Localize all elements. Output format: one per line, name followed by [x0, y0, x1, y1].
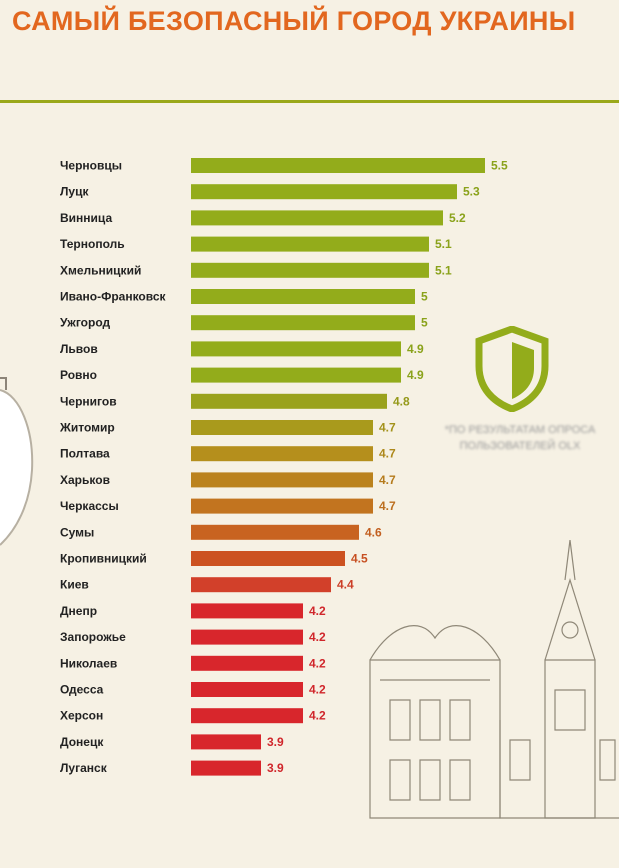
category-label: Чернигов: [60, 394, 117, 408]
value-label: 4.2: [309, 683, 326, 697]
value-label: 4.7: [379, 473, 396, 487]
category-label: Киев: [60, 578, 89, 592]
bar: [191, 262, 429, 278]
category-label: Херсон: [60, 709, 103, 723]
bar: [191, 420, 373, 435]
category-label: Житомир: [59, 421, 115, 435]
bar: [191, 498, 373, 514]
category-label: Днепр: [60, 604, 97, 618]
bar: [191, 655, 303, 671]
category-label: Сумы: [60, 525, 94, 539]
category-label: Донецк: [60, 735, 104, 749]
bar: [191, 184, 457, 200]
value-label: 3.9: [267, 735, 284, 749]
category-label: Тернополь: [60, 237, 125, 251]
value-label: 3.9: [267, 761, 284, 775]
category-label: Ужгород: [60, 316, 110, 330]
value-label: 5: [421, 290, 428, 304]
category-label: Львов: [60, 342, 98, 356]
bar: [191, 367, 401, 383]
category-label: Черкассы: [60, 499, 119, 513]
shield-icon: [475, 326, 549, 412]
value-label: 5.2: [449, 211, 466, 225]
value-label: 5.3: [463, 185, 480, 199]
category-label: Луганск: [60, 761, 108, 775]
value-label: 4.2: [309, 604, 326, 618]
value-label: 4.8: [393, 394, 410, 408]
bar: [191, 289, 415, 304]
category-label: Черновцы: [60, 159, 122, 173]
value-label: 4.7: [379, 447, 396, 461]
bar: [191, 472, 373, 488]
bar: [191, 760, 261, 776]
category-label: Полтава: [60, 447, 110, 461]
bar: [191, 603, 303, 619]
bar: [191, 577, 331, 593]
category-label: Хмельницкий: [60, 263, 141, 277]
bar: [191, 682, 303, 697]
bar: [191, 708, 303, 724]
bar: [191, 551, 345, 566]
bar: [191, 446, 373, 462]
value-label: 4.9: [407, 368, 424, 382]
value-label: 4.9: [407, 342, 424, 356]
title-divider: [0, 100, 619, 103]
survey-footnote: *ПО РЕЗУЛЬТАТАМ ОПРОСА ПОЛЬЗОВАТЕЛЕЙ OLX: [444, 424, 596, 452]
category-label: Винница: [60, 211, 112, 225]
bar: [191, 158, 485, 173]
building-decoration-icon: [369, 540, 619, 819]
value-label: 4.5: [351, 552, 368, 566]
value-label: 4.4: [337, 578, 354, 592]
value-label: 5.1: [435, 263, 452, 277]
category-label: Ивано-Франковск: [60, 290, 167, 304]
category-label: Харьков: [60, 473, 110, 487]
value-label: 4.2: [309, 656, 326, 670]
bulb-decoration-icon: [0, 377, 34, 546]
value-label: 5: [421, 316, 428, 330]
value-label: 4.6: [365, 525, 382, 539]
category-label: Николаев: [60, 656, 117, 670]
value-label: 4.2: [309, 630, 326, 644]
bar: [191, 341, 401, 357]
bar: [191, 236, 429, 252]
category-label: Запорожье: [60, 630, 126, 644]
bar: [191, 629, 303, 645]
page-title: САМЫЙ БЕЗОПАСНЫЙ ГОРОД УКРАИНЫ: [12, 6, 576, 36]
value-label: 4.7: [379, 499, 396, 513]
value-label: 4.2: [309, 709, 326, 723]
bar: [191, 734, 261, 750]
value-label: 4.7: [379, 421, 396, 435]
bar: [191, 210, 443, 226]
value-label: 5.5: [491, 159, 508, 173]
value-label: 5.1: [435, 237, 452, 251]
bar: [191, 315, 415, 331]
bar: [191, 524, 359, 540]
bar: [191, 393, 387, 409]
category-label: Луцк: [60, 185, 89, 199]
category-label: Ровно: [60, 368, 97, 382]
category-label: Одесса: [60, 683, 104, 697]
category-label: Кропивницкий: [60, 552, 147, 566]
